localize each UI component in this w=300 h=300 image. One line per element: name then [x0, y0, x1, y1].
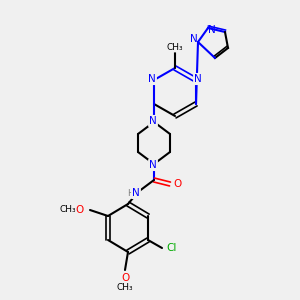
Text: N: N	[149, 160, 157, 170]
Text: O: O	[121, 273, 129, 283]
Text: CH₃: CH₃	[167, 43, 183, 52]
Text: N: N	[149, 116, 157, 126]
Text: Cl: Cl	[167, 243, 177, 253]
Text: CH₃: CH₃	[117, 284, 133, 292]
Text: N: N	[132, 188, 140, 198]
Text: H: H	[128, 188, 134, 197]
Text: CH₃: CH₃	[60, 206, 76, 214]
Text: N: N	[190, 34, 198, 44]
Text: N: N	[194, 74, 202, 84]
Text: N: N	[208, 25, 216, 35]
Text: O: O	[76, 205, 84, 215]
Text: O: O	[173, 179, 181, 189]
Text: N: N	[148, 74, 156, 84]
